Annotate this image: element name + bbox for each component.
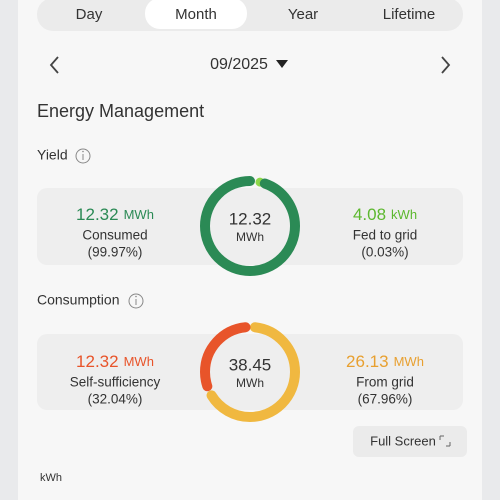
label: Fed to grid xyxy=(353,228,418,243)
consumption-card xyxy=(37,334,463,410)
tab[interactable]: Day xyxy=(76,6,103,23)
unit: MWh xyxy=(394,354,424,369)
share: (99.97%) xyxy=(88,245,143,260)
tab-selected xyxy=(145,0,247,29)
expand-icon xyxy=(439,435,451,447)
value: 26.13 MWh xyxy=(346,352,424,371)
section-title: Energy Management xyxy=(37,101,204,121)
label: Consumed xyxy=(82,228,147,243)
share: (0.03%) xyxy=(361,245,408,260)
date-picker[interactable]: 09/2025 xyxy=(210,56,268,73)
total-unit: MWh xyxy=(236,376,264,390)
number: 12.32 xyxy=(76,352,119,371)
value: 12.32 MWh xyxy=(76,205,154,224)
ring-segment xyxy=(200,322,300,422)
chart-unit: kWh xyxy=(40,472,62,484)
number: 26.13 xyxy=(346,352,389,371)
tab[interactable]: Year xyxy=(288,6,318,23)
consumption-title: Consumption xyxy=(37,292,120,308)
total-unit: MWh xyxy=(236,230,264,244)
value: 12.32 MWh xyxy=(76,352,154,371)
yield-card xyxy=(37,188,463,265)
unit: kWh xyxy=(391,207,417,222)
tab-bar xyxy=(37,0,463,31)
yield-title: Yield xyxy=(37,147,68,163)
number: 12.32 xyxy=(76,205,119,224)
total-value: 12.32 xyxy=(229,209,272,228)
full-screen-button[interactable] xyxy=(353,426,467,457)
info-icon[interactable] xyxy=(128,293,144,309)
tab[interactable]: Lifetime xyxy=(383,6,436,23)
ring-segment xyxy=(200,176,300,276)
label: From grid xyxy=(356,375,414,390)
number: 4.08 xyxy=(353,205,386,224)
full-screen-label[interactable]: Full Screen xyxy=(370,433,436,448)
prev-button[interactable] xyxy=(49,56,59,74)
info-icon[interactable] xyxy=(75,148,91,164)
next-button[interactable] xyxy=(441,56,451,74)
total-value: 38.45 xyxy=(229,355,272,374)
unit: MWh xyxy=(124,354,154,369)
tab[interactable]: Month xyxy=(175,6,217,23)
unit: MWh xyxy=(124,207,154,222)
share: (32.04%) xyxy=(88,392,143,407)
share: (67.96%) xyxy=(358,392,413,407)
dropdown-arrow[interactable] xyxy=(276,60,288,68)
value: 4.08 kWh xyxy=(353,205,417,224)
label: Self-sufficiency xyxy=(70,375,161,390)
